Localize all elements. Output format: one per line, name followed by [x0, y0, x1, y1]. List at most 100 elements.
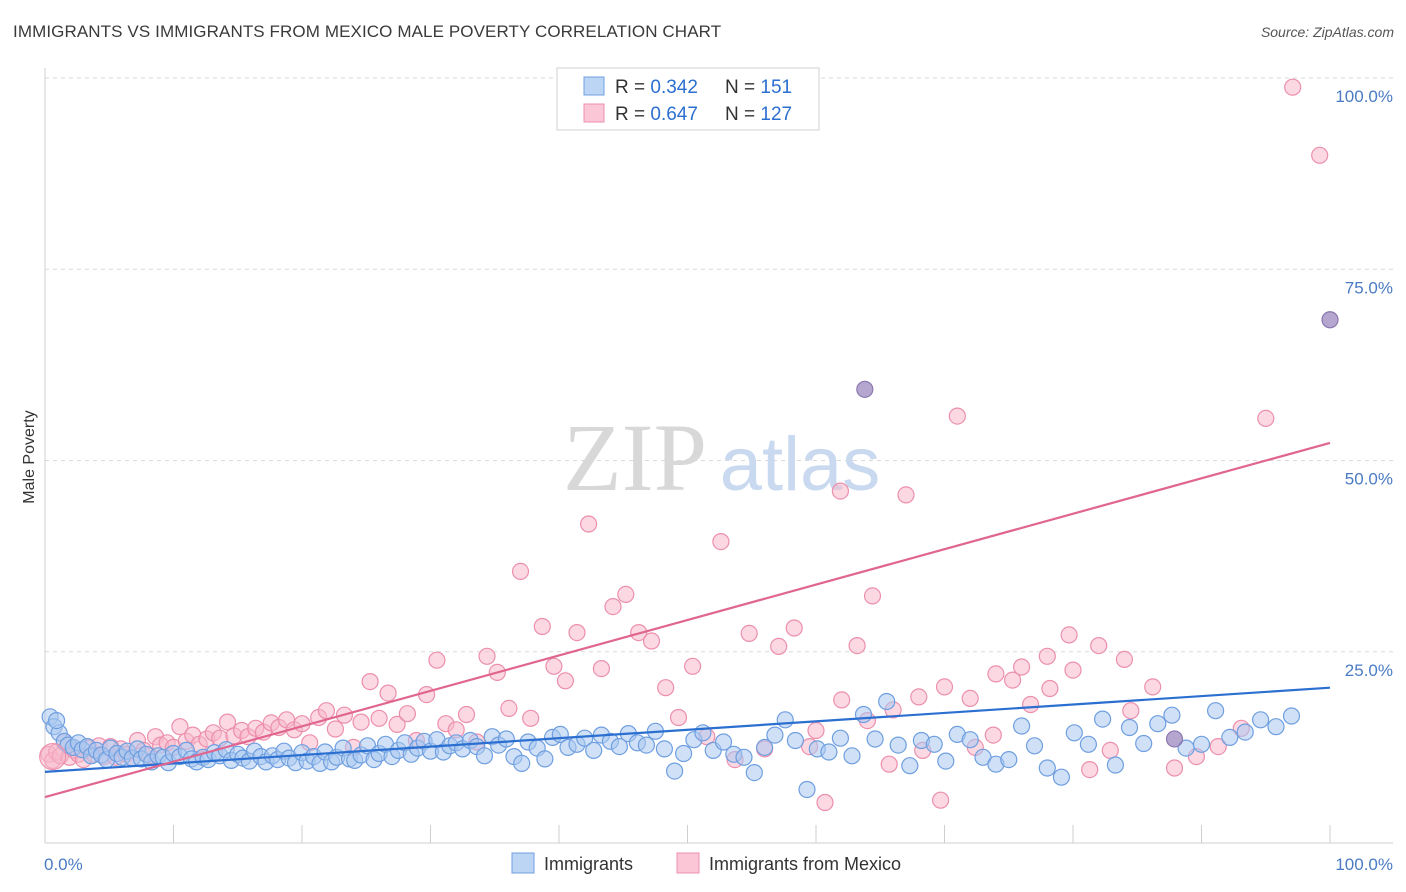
- overlap-point-1: [1165, 730, 1184, 748]
- immigrants-point-120: [889, 736, 907, 754]
- mexico-point-57: [428, 651, 446, 669]
- immigrants-point-134: [1065, 724, 1083, 742]
- data-points: [39, 78, 1339, 812]
- immigrants-point-144: [1206, 702, 1225, 720]
- immigrants-point-109: [766, 726, 784, 744]
- mexico-point-66: [522, 709, 540, 727]
- mexico-point-125: [1090, 636, 1108, 655]
- immigrants-point-123: [925, 735, 943, 753]
- mexico-point-73: [604, 597, 622, 616]
- watermark-atlas: atlas: [720, 422, 881, 507]
- immigrants-point-79: [497, 730, 515, 748]
- mexico-point-92: [880, 755, 898, 773]
- immigrants-point-99: [665, 762, 684, 780]
- mexico-point-88: [816, 793, 834, 812]
- y-tick-label-25: 25.0%: [1345, 661, 1393, 680]
- mexico-point-115: [833, 691, 851, 709]
- mexico-point-112: [1284, 78, 1302, 96]
- immigrants-point-119: [878, 692, 896, 711]
- mexico-point-64: [500, 699, 518, 718]
- legend-swatch-immigrants: [583, 76, 605, 96]
- mexico-point-69: [556, 672, 575, 690]
- mexico-point-53: [388, 715, 406, 734]
- immigrants-point-118: [866, 730, 884, 748]
- immigrants-point-104: [714, 733, 733, 751]
- immigrants-point-135: [1079, 735, 1098, 753]
- mexico-point-103: [1081, 760, 1099, 779]
- mexico-point-71: [579, 515, 598, 533]
- immigrants-point-116: [843, 747, 861, 765]
- legend-r-label-1: R =: [615, 77, 650, 98]
- mexico-point-85: [770, 637, 788, 656]
- mexico-point-77: [657, 679, 675, 697]
- legend-swatch-mexico: [583, 103, 605, 123]
- immigrants-point-76: [475, 747, 494, 765]
- mexico-point-119: [935, 678, 954, 696]
- mexico-point-79: [683, 657, 702, 675]
- mexico-point-90: [848, 636, 866, 655]
- mexico-point-49: [352, 713, 370, 731]
- immigrants-point-81: [513, 754, 531, 773]
- mexico-point-45: [317, 702, 335, 720]
- mexico-point-101: [1041, 679, 1059, 698]
- mexico-point-76: [642, 632, 661, 650]
- immigrants-point-141: [1163, 706, 1181, 724]
- immigrants-point-129: [1000, 750, 1018, 769]
- mexico-point-124: [1064, 661, 1082, 679]
- svg-text:N = 151: N = 151: [725, 77, 792, 98]
- immigrants-point-110: [776, 711, 794, 729]
- immigrants-point-130: [1012, 717, 1031, 735]
- immigrants-point-111: [786, 731, 805, 750]
- mexico-point-91: [863, 587, 882, 605]
- immigrants-point-149: [1282, 707, 1301, 725]
- mexico-point-89: [831, 482, 850, 500]
- mexico-point-54: [398, 705, 416, 723]
- legend-n-label-1: N =: [725, 77, 760, 98]
- mexico-point-123: [1038, 647, 1056, 665]
- immigrants-point-139: [1135, 734, 1153, 753]
- mexico-point-113: [1311, 146, 1329, 164]
- legend-r-value-1: 0.342: [650, 77, 698, 98]
- trend-lines: [44, 441, 1331, 799]
- bottom-legend-label-immigrants: Immigrants: [544, 854, 633, 874]
- legend-r-value-2: 0.647: [650, 104, 698, 125]
- immigrants-point-84: [536, 750, 554, 768]
- mexico-point-60: [457, 705, 476, 724]
- mexico-point-83: [740, 624, 758, 643]
- immigrants-point-147: [1251, 711, 1270, 729]
- immigrants-point-145: [1221, 728, 1239, 747]
- immigrants-point-143: [1192, 735, 1211, 753]
- immigrants-point-102: [694, 724, 712, 742]
- mexico-point-25: [171, 718, 189, 736]
- svg-text:R = 0.647: R = 0.647: [615, 104, 698, 125]
- immigrants-point-133: [1052, 768, 1071, 786]
- x-tick-min: 0.0%: [44, 855, 83, 874]
- mexico-point-93: [897, 486, 915, 504]
- legend-n-value-1: 151: [760, 77, 792, 98]
- immigrants-point-146: [1236, 723, 1254, 741]
- mexico-point-106: [1144, 678, 1162, 696]
- mexico-point-109: [1209, 737, 1227, 756]
- immigrants-point-138: [1120, 718, 1139, 737]
- mexico-point-100: [1021, 695, 1040, 714]
- immigrants-point-107: [745, 763, 763, 782]
- immigrants-point-124: [937, 752, 955, 770]
- mexico-point-52: [379, 684, 397, 702]
- mexico-point-74: [617, 585, 635, 604]
- legend-n-value-2: 127: [760, 104, 792, 125]
- overlap-point-0: [856, 380, 874, 398]
- mexico-point-46: [326, 720, 344, 738]
- immigrants-point-108: [755, 738, 774, 757]
- y-tick-label-100: 100.0%: [1335, 87, 1393, 106]
- series-legend: Immigrants Immigrants from Mexico: [511, 852, 901, 874]
- immigrants-point-106: [735, 748, 753, 766]
- mexico-point-114: [807, 721, 825, 740]
- mexico-point-72: [592, 659, 611, 678]
- gridlines: [45, 77, 1393, 653]
- chart-title: IMMIGRANTS VS IMMIGRANTS FROM MEXICO MAL…: [13, 22, 722, 41]
- mexico-point-95: [931, 791, 950, 809]
- mexico-point-70: [568, 623, 586, 642]
- y-tick-label-50: 50.0%: [1345, 470, 1393, 489]
- mexico-point-86: [785, 619, 803, 637]
- y-tick-labels: 25.0% 50.0% 75.0% 100.0%: [1335, 87, 1393, 680]
